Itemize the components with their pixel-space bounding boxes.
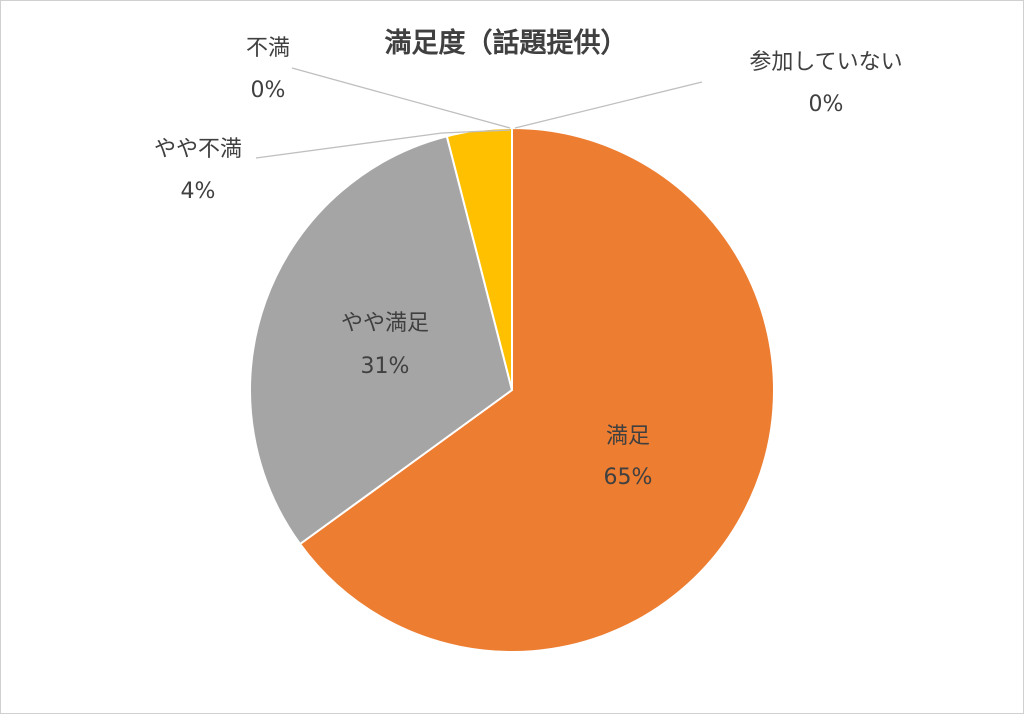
slice-value-yaya-manzoku: 31%: [361, 354, 410, 379]
chart-title: 満足度（話題提供）: [385, 27, 628, 59]
slice-manzoku: [298, 126, 775, 653]
slice-value-sanka-shiteinai: 0%: [809, 92, 844, 117]
pie-slices: [249, 126, 775, 653]
slice-value-fuman: 0%: [251, 78, 286, 103]
slice-label-yaya-manzoku: やや満足: [341, 311, 429, 336]
slice-label-sanka-shiteinai: 参加していない: [749, 50, 902, 75]
leader-line-yaya-fuman: [255, 129, 511, 159]
slice-value-yaya-fuman: 4%: [181, 179, 216, 204]
leader-line-sanka-shiteinai: [514, 81, 703, 129]
slice-value-manzoku: 65%: [604, 465, 653, 490]
slice-label-yaya-fuman: やや不満: [154, 137, 242, 162]
slice-label-fuman: 不満: [246, 36, 290, 61]
slice-yaya-manzoku: [249, 135, 514, 546]
leader-line-fuman: [291, 67, 511, 129]
slice-yaya-fuman: [445, 126, 513, 391]
slice-label-manzoku: 満足: [606, 424, 650, 449]
